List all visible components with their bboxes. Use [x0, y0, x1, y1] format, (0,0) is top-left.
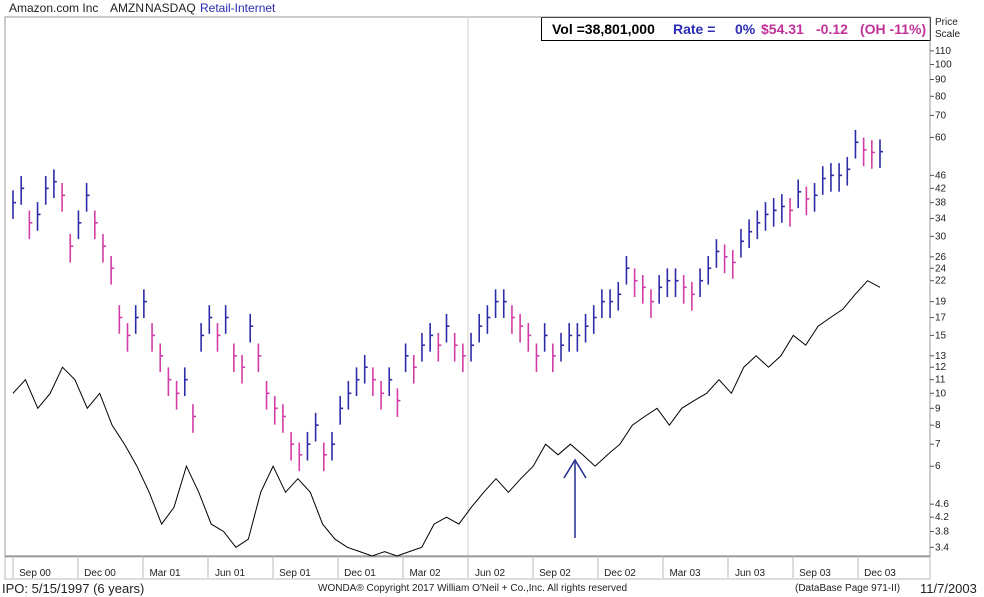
- y-tick-label: 11: [935, 375, 946, 386]
- volume-stat: Vol =38,801,000: [552, 21, 655, 37]
- x-tick-label: Jun 01: [215, 568, 245, 579]
- x-tick-label: Jun 02: [475, 568, 505, 579]
- y-tick-label: 17: [935, 313, 947, 324]
- y-tick-label: 30: [935, 231, 947, 242]
- change-stat: -0.12: [816, 21, 848, 37]
- footer-date: 11/7/2003: [920, 581, 977, 596]
- y-tick-label: 15: [935, 330, 947, 341]
- y-tick-label: 9: [935, 403, 941, 414]
- off-high-stat: (OH -11%): [860, 21, 927, 37]
- relative-strength-line: [12, 280, 881, 557]
- price-scale-title-line1: Price: [935, 17, 958, 28]
- ticker-symbol: AMZN: [110, 1, 144, 15]
- y-tick-label: 7: [935, 439, 941, 450]
- x-tick-label: Sep 00: [19, 568, 51, 579]
- x-axis-band: [4, 556, 931, 580]
- x-tick-label: Dec 01: [344, 568, 376, 579]
- price-scale-title: Price Scale: [935, 17, 960, 41]
- y-tick-label: 46: [935, 170, 947, 181]
- y-tick-label: 8: [935, 420, 941, 431]
- y-tick-label: 90: [935, 75, 947, 86]
- y-tick-label: 26: [935, 252, 947, 263]
- database-page: (DataBase Page 971-II): [795, 583, 901, 594]
- y-tick-label: 34: [935, 214, 947, 225]
- y-tick-label: 38: [935, 198, 947, 209]
- y-tick-label: 3.4: [935, 542, 949, 553]
- copyright: WONDA® Copyright 2017 William O'Neil + C…: [318, 583, 628, 594]
- y-tick-label: 60: [935, 132, 947, 143]
- y-tick-label: 42: [935, 183, 947, 194]
- x-tick-label: Dec 03: [864, 568, 896, 579]
- y-tick-label: 12: [935, 362, 947, 373]
- x-tick-label: Dec 00: [84, 568, 116, 579]
- x-tick-label: Jun 03: [735, 568, 765, 579]
- rate-label: Rate =: [673, 21, 716, 37]
- arrow-head: [563, 458, 587, 479]
- y-tick-label: 4.6: [935, 499, 949, 510]
- y-tick-label: 24: [935, 263, 947, 274]
- x-tick-label: Mar 01: [149, 568, 181, 579]
- x-tick-label: Mar 02: [409, 568, 441, 579]
- x-tick-label: Sep 01: [279, 568, 311, 579]
- rate-value: 0%: [735, 21, 756, 37]
- y-tick-label: 4.2: [935, 512, 949, 523]
- x-tick-label: Mar 03: [669, 568, 701, 579]
- y-tick-label: 10: [935, 388, 947, 399]
- y-tick-label: 110: [935, 46, 951, 57]
- ipo-info: IPO: 5/15/1997 (6 years): [2, 581, 145, 596]
- x-tick-label: Sep 03: [799, 568, 831, 579]
- price-stat: $54.31: [761, 21, 804, 37]
- company-name: Amazon.com Inc: [9, 1, 99, 15]
- industry-group: Retail-Internet: [200, 1, 276, 15]
- exchange-name: NASDAQ: [145, 1, 196, 15]
- price-scale-title-line2: Scale: [935, 29, 961, 40]
- y-tick-label: 6: [935, 461, 941, 472]
- y-tick-label: 80: [935, 91, 947, 102]
- y-tick-label: 13: [935, 351, 947, 362]
- y-tick-label: 22: [935, 276, 947, 287]
- x-tick-label: Dec 02: [604, 568, 636, 579]
- y-tick-label: 19: [935, 297, 947, 308]
- y-tick-label: 100: [935, 59, 952, 70]
- y-tick-label: 70: [935, 110, 947, 121]
- y-tick-label: 3.8: [935, 526, 949, 537]
- x-tick-label: Sep 02: [539, 568, 571, 579]
